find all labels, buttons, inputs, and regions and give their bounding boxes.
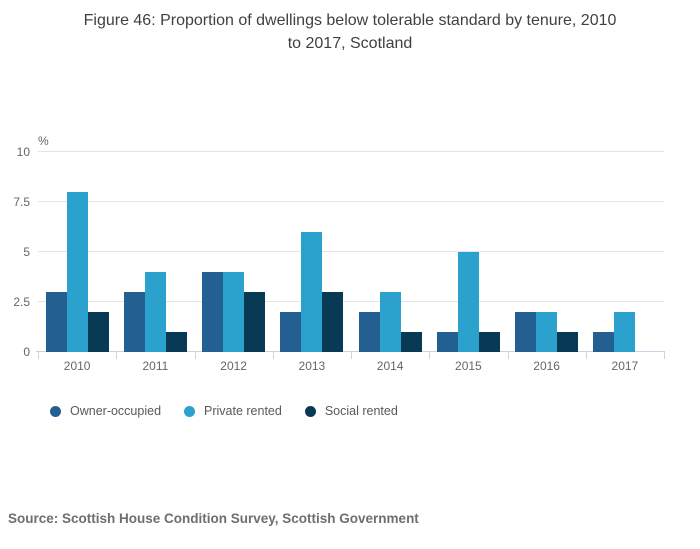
bar-group-2015 <box>429 152 507 352</box>
bar-social-rented-2011 <box>165 332 187 352</box>
bar-social-rented-2016 <box>557 332 579 352</box>
bar-owner-occupied-2010 <box>45 292 67 352</box>
chart-legend: Owner-occupied Private rented Social rente… <box>50 404 398 418</box>
x-axis-tick <box>507 352 509 359</box>
bar-group-2012 <box>195 152 273 352</box>
bar-private-rented-2012 <box>223 272 245 352</box>
bar-private-rented-2014 <box>379 292 401 352</box>
x-axis-label: 2016 <box>533 359 560 373</box>
bar-social-rented-2010 <box>87 312 109 352</box>
bar-owner-occupied-2016 <box>515 312 537 352</box>
legend-label: Owner-occupied <box>70 404 162 418</box>
x-axis-label: 2010 <box>63 359 91 373</box>
x-axis-tick <box>38 352 39 359</box>
legend-marker-icon <box>304 405 316 417</box>
bar-group-2010 <box>38 152 116 352</box>
x-axis-label: 2014 <box>376 359 404 373</box>
legend-label: Private rented <box>204 404 282 418</box>
gridline-5 <box>38 251 664 252</box>
x-axis-label: 2011 <box>142 359 169 373</box>
bar-private-rented-2017 <box>614 312 636 352</box>
gridline-2.5 <box>38 301 664 302</box>
bar-group-2011 <box>116 152 194 352</box>
bar-group-2013 <box>273 152 351 352</box>
gridline-7.5 <box>38 201 664 202</box>
bar-social-rented-2015 <box>478 332 500 352</box>
x-axis-tick <box>194 352 196 359</box>
x-axis-tick <box>664 352 665 359</box>
y-axis-unit-label: % <box>38 134 49 148</box>
bar-group-2017 <box>586 152 664 352</box>
bar-private-rented-2015 <box>457 252 479 352</box>
x-axis-label: 2012 <box>220 359 247 373</box>
legend-item-private-rented: Private rented <box>184 404 282 418</box>
bar-social-rented-2012 <box>244 292 266 352</box>
bar-owner-occupied-2013 <box>280 312 302 352</box>
bar-owner-occupied-2017 <box>593 332 615 352</box>
y-axis-tick-label: 0 <box>23 345 30 359</box>
x-axis-tick <box>116 352 118 359</box>
x-axis-label: 2017 <box>611 359 639 373</box>
x-axis-tick <box>272 352 274 359</box>
bar-group-2016 <box>508 152 586 352</box>
legend-marker-icon <box>184 405 196 417</box>
y-axis-tick-label: 2.5 <box>13 295 30 309</box>
bar-owner-occupied-2011 <box>123 292 145 352</box>
bar-social-rented-2014 <box>400 332 422 352</box>
source-text: Source: Scottish House Condition Survey,… <box>8 511 419 526</box>
y-axis-tick-label: 5 <box>23 245 30 259</box>
bar-owner-occupied-2014 <box>358 312 380 352</box>
bar-group-2014 <box>351 152 429 352</box>
chart-title: Figure 46: Proportion of dwellings below… <box>0 9 700 55</box>
y-axis-tick-label: 10 <box>16 145 30 159</box>
gridline-10 <box>38 151 664 152</box>
bar-private-rented-2011 <box>144 272 166 352</box>
x-axis-line <box>36 351 665 352</box>
legend-item-owner-occupied: Owner-occupied <box>50 404 161 418</box>
x-axis-label: 2015 <box>455 359 482 373</box>
x-axis-tick <box>429 352 431 359</box>
bar-private-rented-2010 <box>66 192 88 352</box>
bar-owner-occupied-2015 <box>436 332 458 352</box>
legend-item-social-rented: Social rented <box>304 404 398 418</box>
bar-owner-occupied-2012 <box>202 272 224 352</box>
x-axis-tick <box>585 352 587 359</box>
legend-label: Social rented <box>324 404 398 418</box>
legend-marker-icon <box>50 405 61 417</box>
x-axis-label: 2013 <box>298 359 326 373</box>
x-axis-tick <box>351 352 352 359</box>
chart-title-line2: to 2017, Scotland <box>287 35 413 52</box>
bar-private-rented-2013 <box>301 232 323 352</box>
chart-title-line1: Figure 46: Proportion of dwellings below… <box>83 12 617 29</box>
bar-social-rented-2013 <box>322 292 344 352</box>
y-axis-tick-label: 7.5 <box>13 195 30 209</box>
bar-private-rented-2016 <box>536 312 558 352</box>
